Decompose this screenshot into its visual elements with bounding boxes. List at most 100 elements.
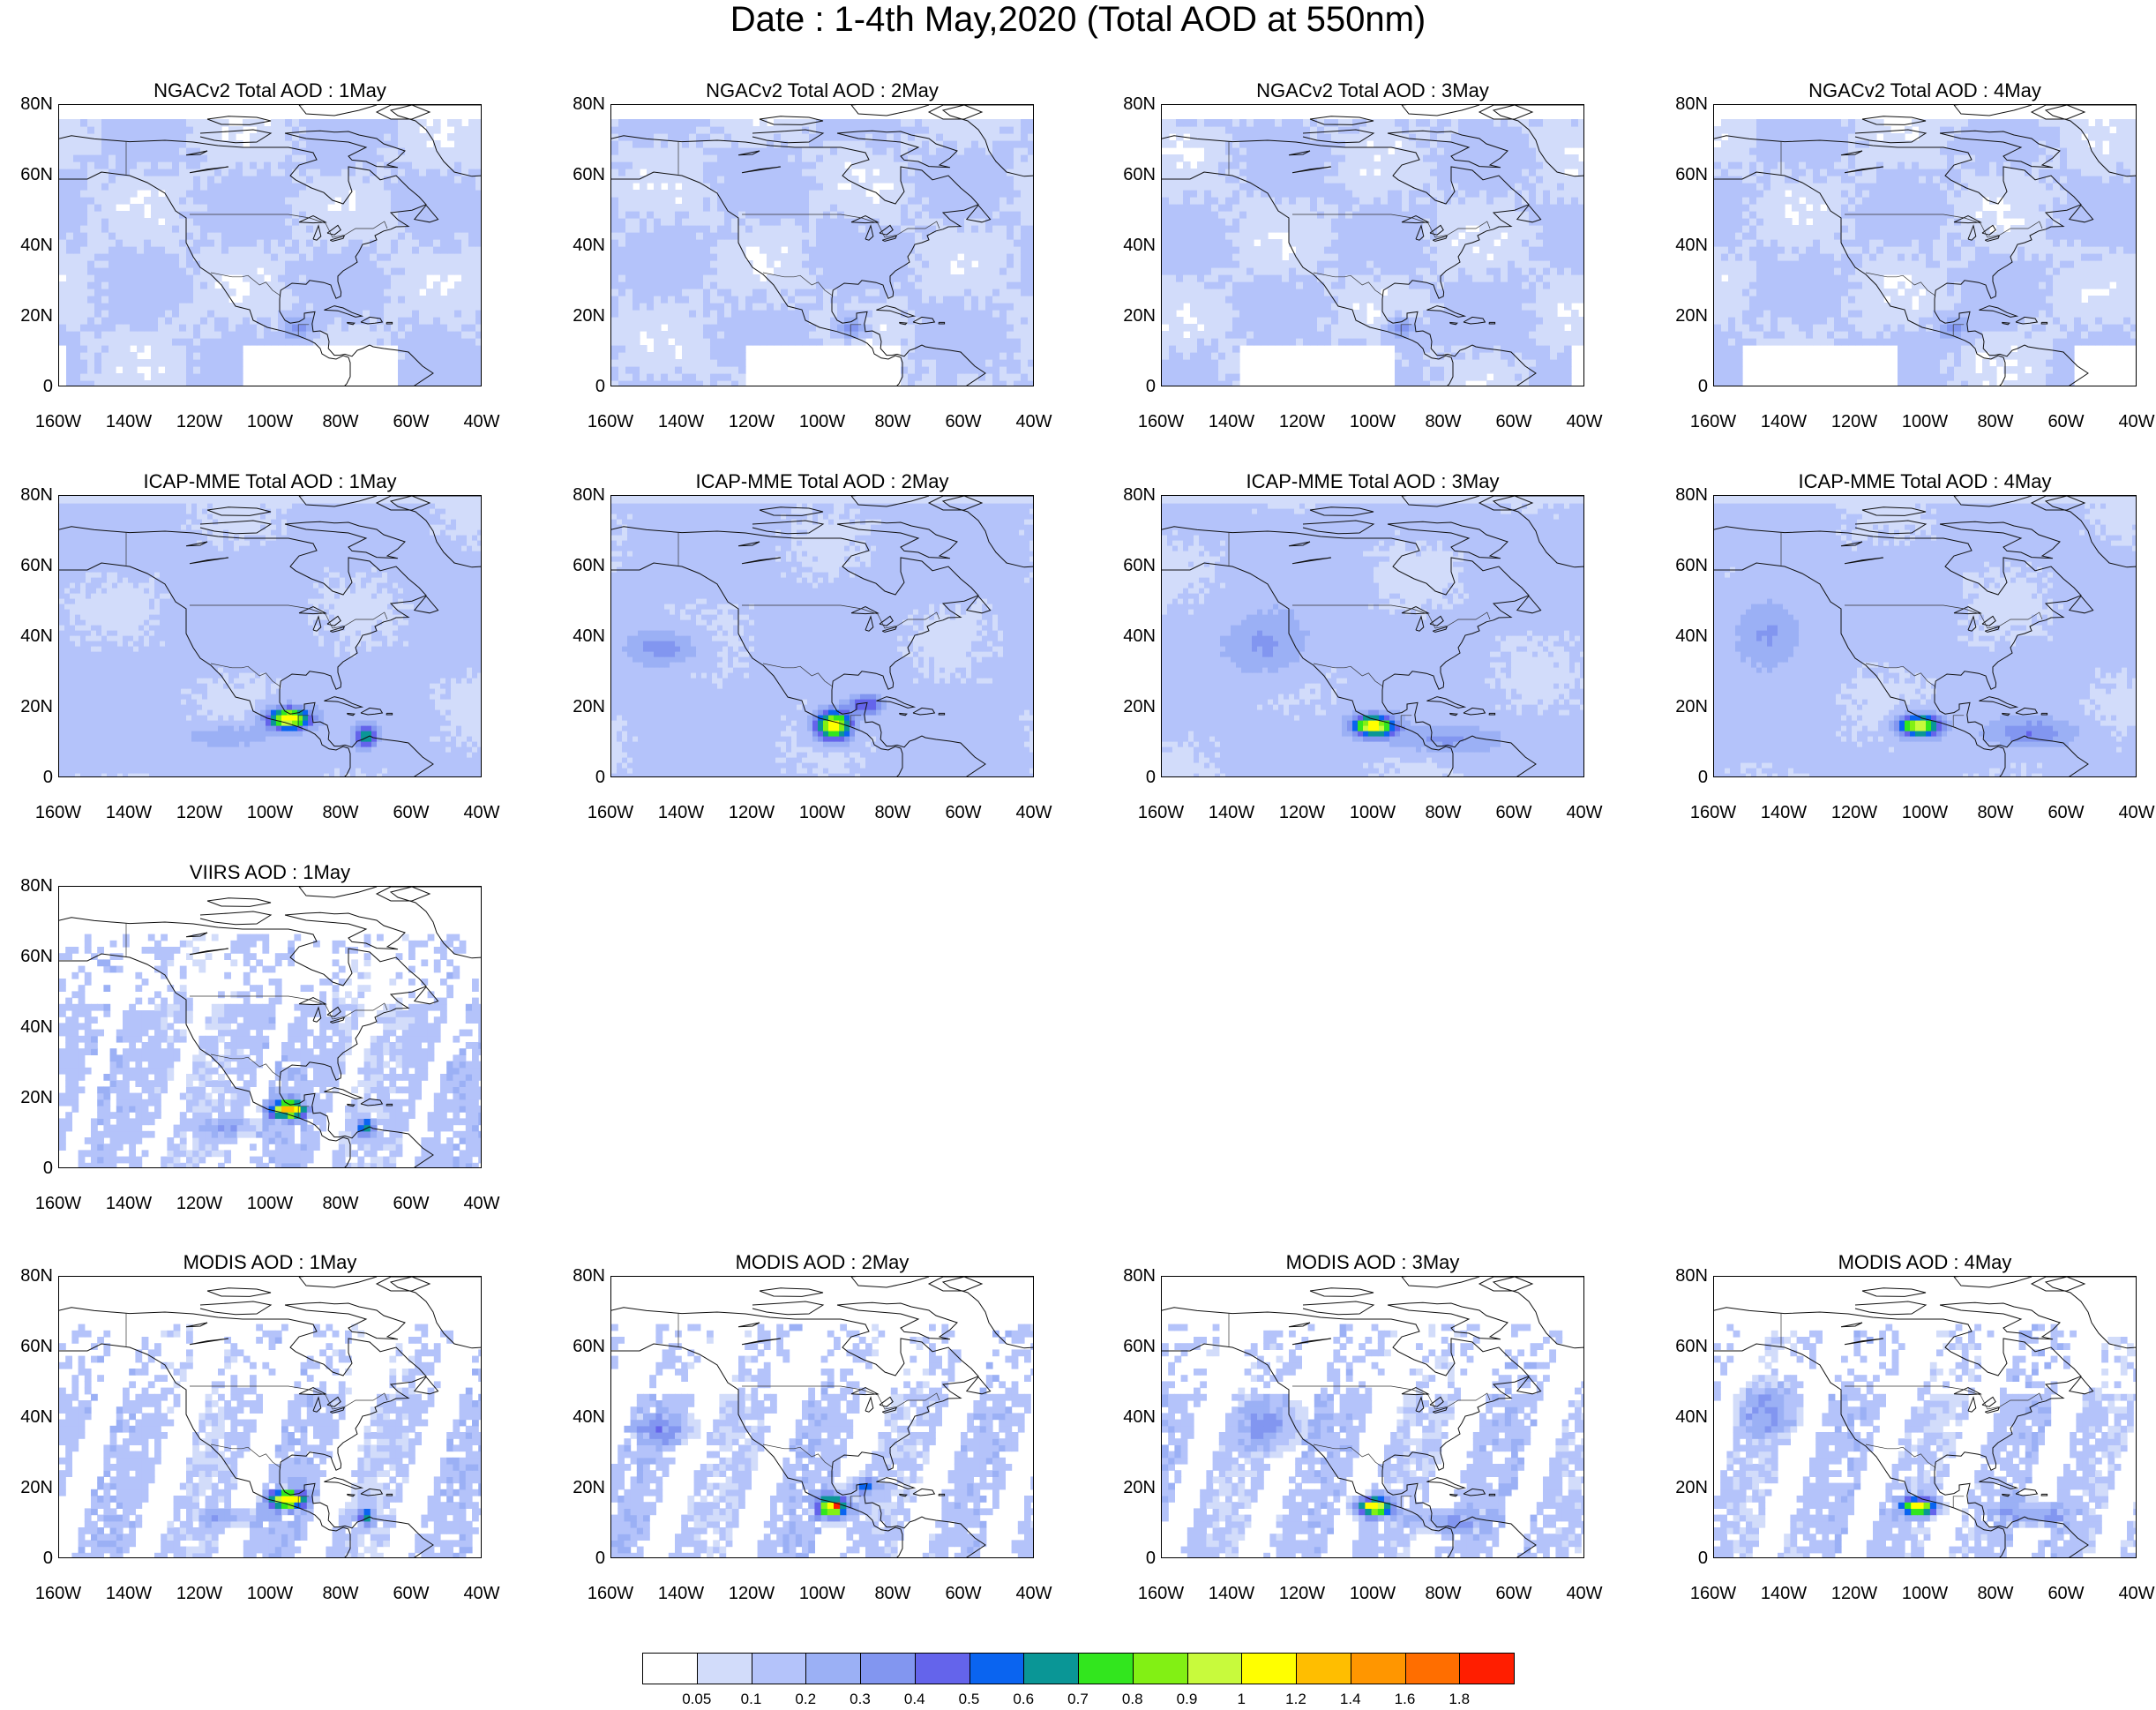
lon-tick-label: 40W <box>451 1585 513 1602</box>
map-panel: MODIS AOD : 1May 80N 60N 40N 20N 0 160W 140W 120… <box>0 1172 499 1602</box>
lat-tick-label: 0 <box>1103 378 1156 395</box>
panel-title: ICAP-MME Total AOD : 4May <box>1713 470 2137 493</box>
lat-tick-label: 60N <box>0 1338 53 1355</box>
colorbar-label: 0.7 <box>1052 1691 1104 1707</box>
panel-title: MODIS AOD : 4May <box>1713 1251 2137 1274</box>
colorbar-label: 0.5 <box>943 1691 996 1707</box>
colorbar-swatch <box>751 1653 807 1684</box>
lat-tick-label: 20N <box>0 698 53 716</box>
colorbar-swatch <box>1404 1653 1461 1684</box>
aod-field <box>611 1277 1033 1557</box>
aod-field <box>1714 105 2136 386</box>
lat-tick-label: 80N <box>1655 1267 1708 1285</box>
lon-tick-label: 40W <box>451 804 513 821</box>
lon-tick-label: 100W <box>1894 413 1956 431</box>
aod-field <box>1714 496 2136 776</box>
lon-tick-label: 140W <box>1753 804 1815 821</box>
colorbar-swatch <box>1187 1653 1243 1684</box>
colorbar-label: 1.2 <box>1269 1691 1322 1707</box>
lon-tick-label: 60W <box>2035 1585 2097 1602</box>
lat-tick-label: 0 <box>1655 1549 1708 1567</box>
lon-tick-label: 140W <box>1201 1585 1262 1602</box>
lon-tick-label: 140W <box>98 804 160 821</box>
aod-map <box>58 1276 482 1558</box>
lat-tick-label: 80N <box>552 1267 605 1285</box>
lon-tick-label: 40W <box>1553 413 1615 431</box>
coastline <box>611 1277 1033 1557</box>
aod-map <box>1713 1276 2137 1558</box>
colorbar-swatch <box>1296 1653 1351 1684</box>
lat-tick-label: 40N <box>0 1408 53 1426</box>
lon-tick-label: 80W <box>1412 804 1474 821</box>
lon-tick-label: 120W <box>721 413 782 431</box>
lon-tick-label: 160W <box>1130 1585 1192 1602</box>
lat-tick-label: 20N <box>1103 307 1156 325</box>
aod-field <box>59 887 481 1167</box>
colorbar-swatch <box>642 1653 698 1684</box>
lon-tick-label: 80W <box>310 1585 371 1602</box>
lon-tick-label: 140W <box>98 1195 160 1212</box>
aod-map <box>610 495 1034 777</box>
lon-tick-label: 160W <box>27 413 89 431</box>
panel-title: NGACv2 Total AOD : 3May <box>1161 79 1584 102</box>
lat-tick-label: 0 <box>1103 1549 1156 1567</box>
lon-tick-label: 140W <box>98 1585 160 1602</box>
lat-tick-label: 60N <box>552 557 605 574</box>
aod-map <box>58 886 482 1168</box>
lon-tick-label: 40W <box>2106 413 2156 431</box>
lon-tick-label: 100W <box>791 804 853 821</box>
lat-tick-label: 20N <box>1655 1479 1708 1496</box>
coastline <box>59 496 481 776</box>
aod-field <box>1162 105 1583 386</box>
lon-tick-label: 100W <box>1342 1585 1404 1602</box>
map-panel: ICAP-MME Total AOD : 3May 80N 60N 40N 20N 0 16… <box>1103 391 1602 821</box>
lat-tick-label: 60N <box>1103 557 1156 574</box>
lat-tick-label: 40N <box>0 1018 53 1036</box>
lat-tick-label: 80N <box>0 877 53 895</box>
lon-tick-label: 40W <box>451 413 513 431</box>
lon-tick-label: 60W <box>932 804 994 821</box>
lat-tick-label: 0 <box>0 1549 53 1567</box>
lon-tick-label: 160W <box>1682 804 1744 821</box>
lat-tick-label: 20N <box>1103 698 1156 716</box>
lat-tick-label: 40N <box>552 1408 605 1426</box>
coastline <box>611 105 1033 386</box>
lat-tick-label: 40N <box>552 236 605 254</box>
lat-tick-label: 20N <box>552 698 605 716</box>
lon-tick-label: 40W <box>451 1195 513 1212</box>
panel-title: NGACv2 Total AOD : 2May <box>610 79 1034 102</box>
lat-tick-label: 20N <box>0 1479 53 1496</box>
lat-tick-label: 0 <box>0 1159 53 1177</box>
lon-tick-label: 100W <box>239 1195 301 1212</box>
coastline <box>1162 496 1583 776</box>
colorbar-label: 1.6 <box>1379 1691 1432 1707</box>
coastline <box>59 105 481 386</box>
lon-tick-label: 40W <box>1553 804 1615 821</box>
coastline <box>1714 105 2136 386</box>
colorbar-label: 0.9 <box>1161 1691 1214 1707</box>
lon-tick-label: 100W <box>791 413 853 431</box>
lon-tick-label: 40W <box>1003 413 1065 431</box>
colorbar-swatch <box>1078 1653 1134 1684</box>
lon-tick-label: 100W <box>239 413 301 431</box>
map-panel: NGACv2 Total AOD : 4May 80N 60N 40N 20N 0 160W… <box>1655 0 2154 431</box>
lon-tick-label: 120W <box>168 413 230 431</box>
lat-tick-label: 40N <box>0 236 53 254</box>
lat-tick-label: 40N <box>1103 236 1156 254</box>
lon-tick-label: 160W <box>580 413 641 431</box>
lon-tick-label: 100W <box>1894 804 1956 821</box>
figure-title: Date : 1-4th May,2020 (Total AOD at 550n… <box>0 0 2156 39</box>
lon-tick-label: 160W <box>1682 1585 1744 1602</box>
lat-tick-label: 40N <box>0 627 53 645</box>
lon-tick-label: 40W <box>2106 804 2156 821</box>
colorbar-label: 1.8 <box>1433 1691 1486 1707</box>
aod-field <box>1162 496 1583 776</box>
colorbar-label: 0.3 <box>834 1691 887 1707</box>
panel-title: ICAP-MME Total AOD : 1May <box>58 470 482 493</box>
lat-tick-label: 20N <box>1655 307 1708 325</box>
lon-tick-label: 100W <box>791 1585 853 1602</box>
lat-tick-label: 20N <box>0 307 53 325</box>
lon-tick-label: 40W <box>2106 1585 2156 1602</box>
lat-tick-label: 80N <box>1103 95 1156 113</box>
lat-tick-label: 0 <box>552 769 605 786</box>
